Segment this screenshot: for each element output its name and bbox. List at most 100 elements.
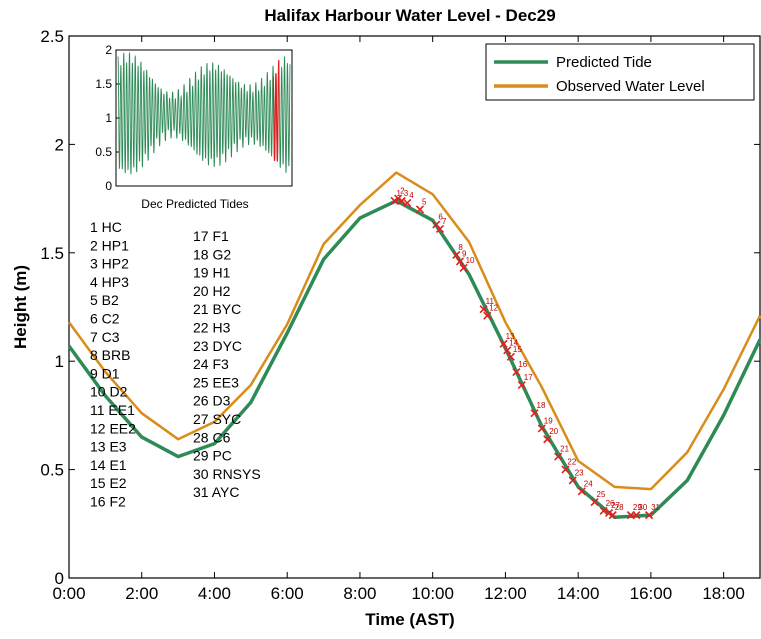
legend-label-observed: Observed Water Level	[556, 78, 705, 95]
station-marker	[605, 508, 614, 518]
station-marker-label: 15	[513, 345, 522, 354]
station-list-item: 13 E3	[90, 439, 127, 455]
station-marker-label: 4	[409, 191, 414, 200]
x-axis-label: Time (AST)	[365, 610, 454, 629]
station-list-item: 5 B2	[90, 292, 119, 308]
station-marker-label: 25	[597, 490, 606, 499]
inset-y-tick-label: 0	[105, 179, 112, 193]
station-marker	[479, 305, 488, 314]
station-list-item: 17 F1	[193, 228, 229, 244]
station-list-item: 27 SYC	[193, 411, 241, 427]
station-marker-label: 12	[489, 304, 498, 313]
station-list-item: 22 H3	[193, 320, 231, 336]
x-tick-label: 4:00	[198, 584, 231, 603]
station-marker-label: 19	[544, 416, 553, 425]
station-marker	[537, 424, 546, 433]
station-marker-label: 20	[549, 427, 558, 436]
y-axis-label: Height (m)	[11, 265, 30, 349]
station-list-item: 25 EE3	[193, 374, 239, 390]
series-line-predicted	[67, 199, 761, 520]
inset-y-tick-label: 1.5	[95, 77, 112, 91]
station-marker	[483, 311, 492, 320]
station-list-item: 9 D1	[90, 365, 120, 381]
station-marker-label: 7	[442, 217, 447, 226]
station-marker	[394, 194, 403, 203]
station-list-item: 31 AYC	[193, 484, 239, 500]
legend-box	[485, 43, 755, 101]
station-marker-label: 24	[584, 479, 593, 488]
station-marker-label: 11	[486, 297, 495, 306]
y-tick-label: 1.5	[40, 244, 64, 263]
station-list-2: 17 F1 18 G2 19 H1 20 H2 21 BYC 22 H3 23 DYC 24 …	[193, 228, 261, 500]
station-marker-label: 1	[396, 189, 401, 198]
station-marker	[554, 452, 563, 461]
x-tick-label: 2:00	[125, 584, 158, 603]
station-marker	[390, 196, 399, 205]
station-marker	[543, 435, 552, 444]
x-tick-label: 12:00	[484, 584, 527, 603]
station-marker	[459, 263, 468, 273]
y-tick-label: 1	[55, 352, 64, 371]
x-axis: 0:00 2:00 4:00 6:00 8:00 10:00 12:00 14:00 16:00…	[52, 36, 745, 603]
station-list-item: 19 H1	[193, 265, 231, 281]
station-marker-label: 27	[611, 501, 620, 510]
station-marker-label: 16	[518, 360, 527, 369]
station-list-item: 28 C6	[193, 429, 231, 445]
station-markers: 1 2 3 456 7891011121314151617181920212223242…	[390, 187, 661, 520]
station-marker	[645, 511, 654, 520]
inset-chart: 0 0.5 1 1.5 2 Dec Predicted Tides	[95, 43, 293, 211]
station-list-item: 21 BYC	[193, 301, 241, 317]
station-marker-label: 23	[575, 468, 584, 477]
y-axis: 0 0.5 1 1.5 2 2.5	[40, 27, 760, 588]
inset-y-tick-label: 1	[105, 111, 112, 125]
inset-wave	[117, 52, 291, 175]
station-marker	[512, 367, 521, 377]
station-list-1: 1 HC 2 HP1 3 HP2 4 HP3 5 B2 6 C2 7 C3 8 BRB 9 D1…	[90, 219, 136, 510]
station-list-item: 2 HP1	[90, 237, 129, 253]
station-marker	[452, 250, 461, 260]
inset-tide-line	[117, 52, 291, 175]
x-tick-label: 0:00	[52, 584, 85, 603]
series-line-observed	[67, 171, 761, 491]
station-marker-label: 21	[560, 445, 569, 454]
station-marker	[590, 498, 599, 507]
station-list-item: 29 PC	[193, 448, 232, 464]
x-tick-label: 6:00	[271, 584, 304, 603]
station-list-item: 26 D3	[193, 393, 231, 409]
station-marker	[599, 506, 608, 515]
inset-label: Dec Predicted Tides	[141, 197, 248, 211]
legend: Predicted Tide Observed Water Level	[485, 43, 755, 101]
x-tick-label: 8:00	[343, 584, 376, 603]
station-marker-label: 22	[567, 458, 576, 467]
station-marker	[530, 409, 539, 418]
y-tick-label: 2	[55, 135, 64, 154]
y-tick-label: 2.5	[40, 27, 64, 46]
legend-label-predicted: Predicted Tide	[556, 54, 652, 71]
station-marker	[608, 511, 617, 520]
x-tick-label: 16:00	[630, 584, 673, 603]
station-marker	[435, 224, 445, 234]
station-marker-label: 9	[462, 249, 467, 258]
station-marker	[506, 352, 515, 361]
series-lines	[67, 171, 761, 520]
station-marker	[403, 198, 412, 208]
station-marker	[577, 487, 586, 496]
station-list-item: 30 RNSYS	[193, 466, 261, 482]
inset-y-axis: 0 0.5 1 1.5 2	[95, 43, 120, 193]
station-marker-label: 26	[606, 499, 615, 508]
station-marker-label: 31	[651, 503, 660, 512]
inset-y-tick-label: 2	[105, 43, 112, 57]
station-list-item: 20 H2	[193, 283, 231, 299]
station-marker	[568, 476, 577, 485]
station-list-item: 14 E1	[90, 457, 127, 473]
station-list-item: 6 C2	[90, 311, 120, 327]
station-marker	[503, 346, 512, 355]
station-list-item: 16 F2	[90, 494, 126, 510]
station-marker-label: 3	[404, 189, 409, 198]
station-list-item: 8 BRB	[90, 347, 130, 363]
chart-title: Halifax Harbour Water Level - Dec29	[264, 6, 555, 25]
station-list-item: 3 HP2	[90, 256, 129, 272]
station-marker-label: 8	[458, 243, 463, 252]
station-marker-label: 18	[537, 401, 546, 410]
